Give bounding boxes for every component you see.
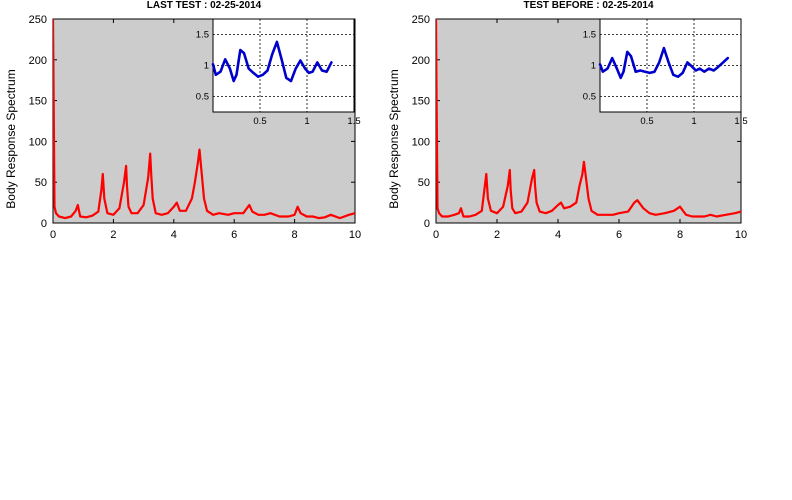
inset-y-tick-label: 1.5	[583, 30, 596, 41]
x-tick-label: 10	[349, 229, 361, 241]
chart-panel-1: LAST TEST : 02-25-2014 Body Response Spec…	[4, 0, 361, 241]
y-tick-label: 250	[412, 14, 430, 26]
inset-x-tick-label: 1.5	[734, 116, 747, 127]
y-tick-label: 150	[29, 96, 47, 108]
x-tick-label: 0	[433, 229, 439, 241]
inset-y-tick-label: 1	[591, 61, 596, 72]
inset-x-tick-label: 0.5	[640, 116, 653, 127]
inset-line	[598, 46, 730, 80]
y-tick-label: 100	[29, 136, 47, 148]
x-tick-label: 8	[677, 229, 683, 241]
inset-y-tick-label: 0.5	[196, 92, 209, 103]
inset-y-tick-label: 1	[204, 61, 209, 72]
x-tick-label: 8	[292, 229, 298, 241]
inset-plot: 0.5 1 1.5 0.5 1 1.5	[583, 18, 748, 127]
chart-title: TEST BEFORE : 02-25-2014	[523, 0, 653, 11]
x-tick-label: 6	[231, 229, 237, 241]
inset-x-tick-label: 0.5	[253, 116, 266, 127]
inset-line	[211, 40, 333, 83]
chart-title: LAST TEST : 02-25-2014	[147, 0, 262, 11]
x-tick-label: 4	[171, 229, 177, 241]
y-tick-label: 200	[29, 55, 47, 67]
inset-x-tick-label: 1.5	[347, 116, 360, 127]
inset-x-tick-label: 1	[691, 116, 696, 127]
spectrum-line	[436, 19, 741, 218]
x-tick-label: 4	[555, 229, 561, 241]
y-tick-label: 150	[412, 96, 430, 108]
y-tick-label: 50	[35, 177, 47, 189]
x-tick-label: 6	[616, 229, 622, 241]
y-tick-label: 200	[412, 55, 430, 67]
spectrum-line	[53, 19, 355, 220]
y-tick-label: 0	[41, 218, 47, 230]
y-tick-label: 0	[424, 218, 430, 230]
inset-y-tick-label: 0.5	[583, 92, 596, 103]
x-tick-label: 2	[110, 229, 116, 241]
y-tick-label: 50	[418, 177, 430, 189]
y-tick-label: 100	[412, 136, 430, 148]
y-axis-label: Body Response Spectrum	[4, 69, 18, 208]
chart-panel-2: TEST BEFORE : 02-25-2014 Body Response Sp…	[387, 0, 748, 241]
x-tick-label: 10	[735, 229, 747, 241]
inset-x-tick-label: 1	[304, 116, 309, 127]
y-axis-label: Body Response Spectrum	[387, 69, 401, 208]
y-tick-label: 250	[29, 14, 47, 26]
x-tick-label: 2	[494, 229, 500, 241]
inset-y-tick-label: 1.5	[196, 30, 209, 41]
x-tick-label: 0	[50, 229, 56, 241]
inset-plot: 0.5 1 1.5 0.5 1 1.5	[196, 18, 361, 127]
